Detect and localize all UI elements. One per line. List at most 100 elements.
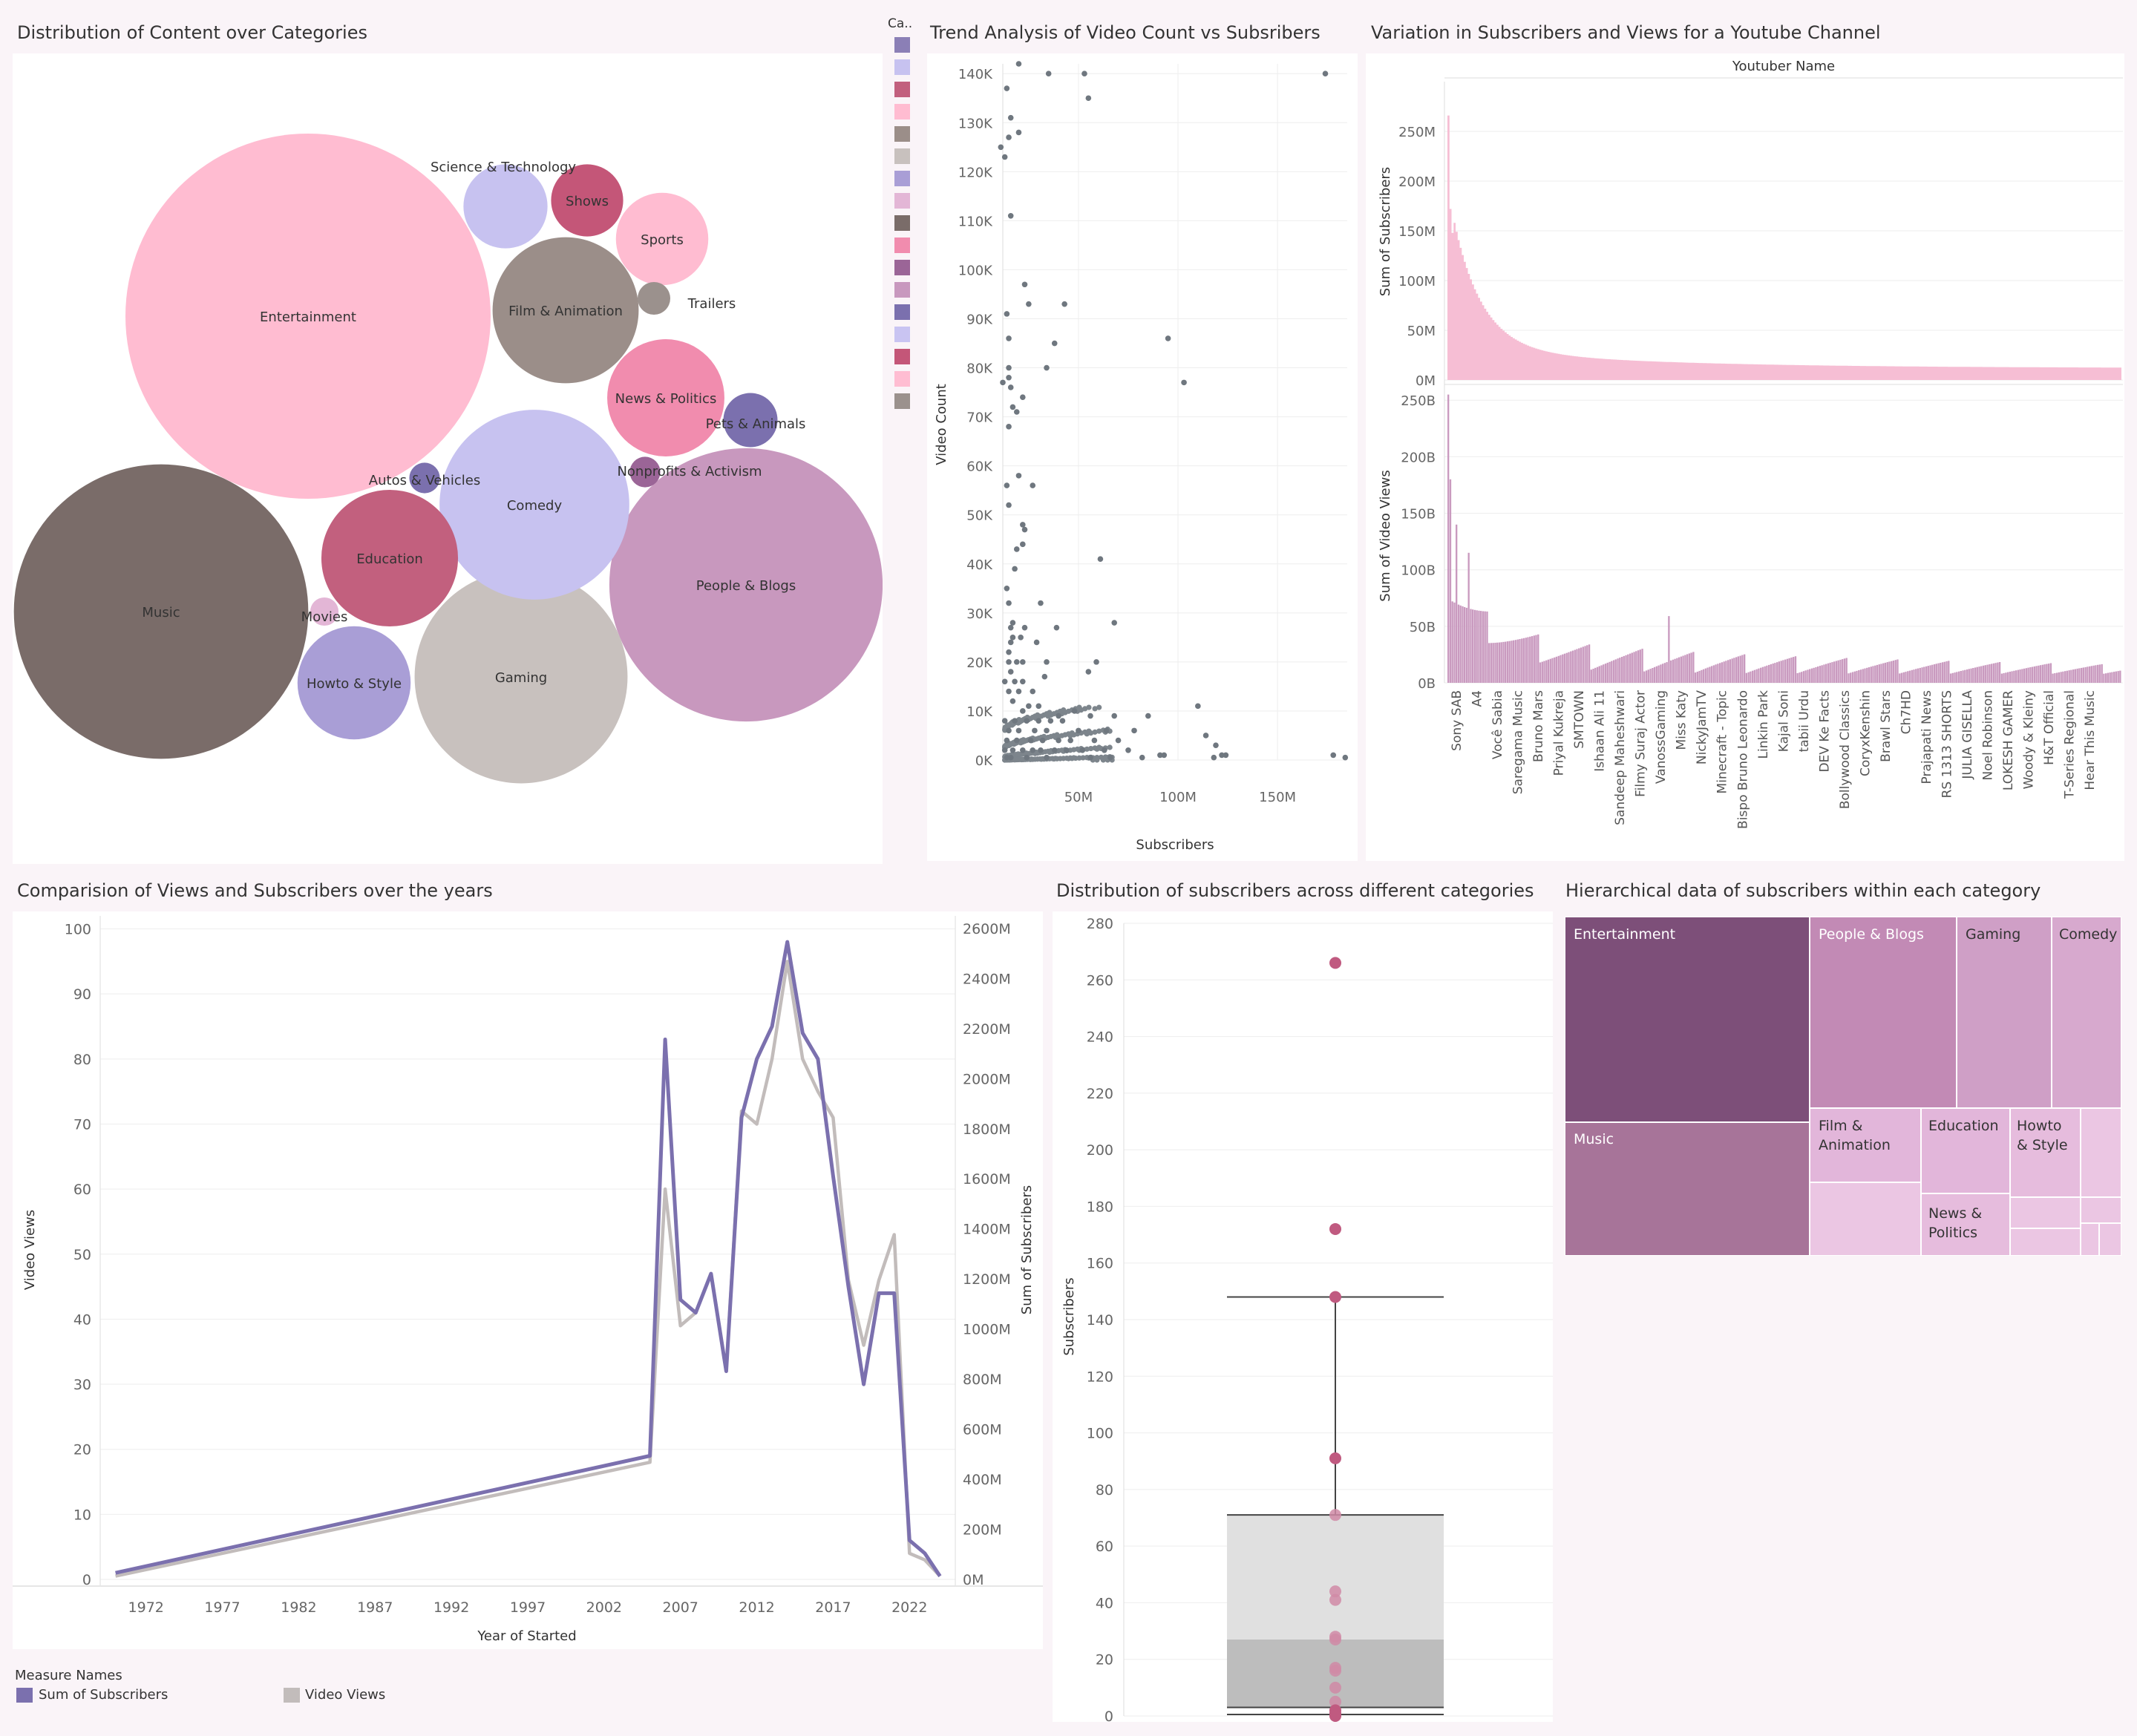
scatter-point	[1033, 639, 1040, 646]
category-legend-swatch[interactable]	[894, 260, 910, 275]
category-legend-swatch[interactable]	[894, 37, 910, 53]
views-bar	[2056, 672, 2058, 683]
category-legend-swatch[interactable]	[894, 82, 910, 97]
views-bar	[1688, 653, 1691, 683]
views-bar	[1945, 661, 1948, 683]
bubble	[409, 462, 440, 494]
scatter-point	[1013, 659, 1020, 665]
views-bar	[2087, 666, 2089, 683]
scatter-point	[1006, 424, 1012, 430]
scatter-point	[1092, 729, 1098, 735]
y-tick-label: 50K	[966, 508, 993, 524]
views-bar	[1643, 671, 1646, 683]
category-treemap[interactable]: Entertainment Music People & Blogs Gaming Co…	[1565, 917, 2121, 1256]
subscriber-box-plot[interactable]: 0 20 40 60 80 100 120 140 160 180 200 220 240 260 280 S…	[1053, 911, 1553, 1722]
youtuber-name-label: Saregama Music	[1511, 690, 1526, 794]
views-bar	[1496, 642, 1499, 683]
youtuber-name-label: H&T Official	[2042, 690, 2057, 765]
category-legend-swatch[interactable]	[894, 304, 910, 320]
y-axis-label-left: Video Views	[22, 1210, 38, 1290]
category-legend-swatch[interactable]	[894, 126, 910, 142]
scatter-point	[1013, 546, 1020, 552]
scatter-point	[1021, 526, 1028, 533]
scatter-chart[interactable]: 0K 10K 20K 30K 40K 50K 60K 70K 80K 90K 100K 110K 120…	[927, 53, 1358, 861]
year-line-chart[interactable]: 01020304050607080901000M200M400M600M800M…	[13, 911, 1043, 1649]
views-bar	[1845, 658, 1848, 683]
views-bar	[1992, 663, 1995, 683]
bubble	[637, 281, 671, 315]
views-bar	[1653, 666, 1656, 683]
views-bar	[1941, 662, 1944, 683]
y-tick-label: 60K	[966, 459, 993, 475]
y-tick-label-right: 600M	[963, 1422, 1002, 1438]
y-tick-label: 180	[1087, 1199, 1113, 1215]
views-bar	[1529, 636, 1531, 683]
category-legend-swatch[interactable]	[894, 371, 910, 387]
scatter-point	[1001, 154, 1008, 160]
scatter-point	[1051, 340, 1058, 347]
views-bar	[1472, 609, 1474, 683]
category-legend-swatch[interactable]	[894, 171, 910, 186]
views-bar	[1459, 605, 1462, 683]
treemap-label: Howto & Style	[2017, 1118, 2068, 1153]
views-bar	[1470, 609, 1472, 683]
y-tick-label: 140	[1087, 1312, 1113, 1329]
views-bar	[1866, 667, 1868, 683]
bubble-label: Movies	[301, 609, 348, 625]
category-legend-swatch[interactable]	[894, 148, 910, 164]
category-legend-swatch[interactable]	[894, 104, 910, 119]
legend-label-views[interactable]: Video Views	[305, 1687, 386, 1703]
treemap-label: Gaming	[1966, 926, 2020, 943]
views-bar	[1796, 673, 1799, 683]
bubble-chart[interactable]: Entertainment Music People & Blogs Gaming Co…	[13, 53, 883, 864]
views-bar	[1876, 664, 1879, 683]
youtuber-name-label: NickyJamTV	[1695, 690, 1709, 764]
scatter-point	[1038, 747, 1044, 753]
category-legend: Ca..	[888, 16, 917, 417]
views-bar	[2111, 672, 2113, 683]
category-legend-swatch[interactable]	[894, 215, 910, 231]
youtuber-name-label: Prajapati News	[1920, 690, 1934, 785]
bubble-label: Science & Technology	[431, 160, 576, 175]
category-legend-swatch[interactable]	[894, 327, 910, 342]
scatter-point	[1015, 473, 1022, 479]
views-bar	[1604, 664, 1607, 683]
views-bar	[1692, 652, 1695, 683]
bubble-label: Film & Animation	[508, 304, 623, 319]
scatter-point	[1004, 586, 1010, 592]
views-bar	[2033, 666, 2036, 683]
scatter-point	[1047, 718, 1054, 724]
scatter-point	[1202, 733, 1209, 738]
youtuber-bar-chart[interactable]: Youtuber Name 0M 50M 100M 150M 200M 250M Sum of…	[1366, 53, 2124, 861]
treemap-cell	[1956, 917, 2052, 1109]
views-bar	[1686, 654, 1689, 683]
scatter-point	[1091, 737, 1098, 744]
views-bar	[1725, 661, 1727, 683]
category-legend-swatch[interactable]	[894, 193, 910, 209]
views-bar	[1594, 667, 1597, 683]
youtuber-name-label: Bruno Mars	[1531, 690, 1546, 762]
scatter-point	[1030, 688, 1036, 695]
category-legend-swatch[interactable]	[894, 393, 910, 409]
views-bar	[2054, 673, 2056, 683]
scatter-point	[1115, 737, 1122, 744]
bar-chart-title: Variation in Subscribers and Views for a…	[1371, 22, 1881, 43]
views-bar	[1592, 669, 1594, 683]
category-legend-swatch[interactable]	[894, 238, 910, 253]
y-tick-label: 200B	[1401, 450, 1436, 465]
y-tick-label-left: 20	[73, 1442, 91, 1458]
category-legend-swatch[interactable]	[894, 349, 910, 364]
views-bar	[1570, 651, 1572, 683]
y-tick-label: 80	[1096, 1482, 1113, 1498]
views-bar	[1588, 644, 1591, 683]
views-bar	[1680, 656, 1683, 683]
treemap-panel: Entertainment Music People & Blogs Gaming Co…	[1565, 917, 2121, 1256]
legend-label-subscribers[interactable]: Sum of Subscribers	[39, 1687, 168, 1703]
views-bar	[1709, 666, 1711, 683]
views-bar	[1635, 651, 1637, 683]
views-bar	[1813, 667, 1815, 683]
views-bar	[1582, 646, 1584, 683]
views-bar	[2039, 665, 2042, 683]
category-legend-swatch[interactable]	[894, 282, 910, 298]
category-legend-swatch[interactable]	[894, 59, 910, 75]
